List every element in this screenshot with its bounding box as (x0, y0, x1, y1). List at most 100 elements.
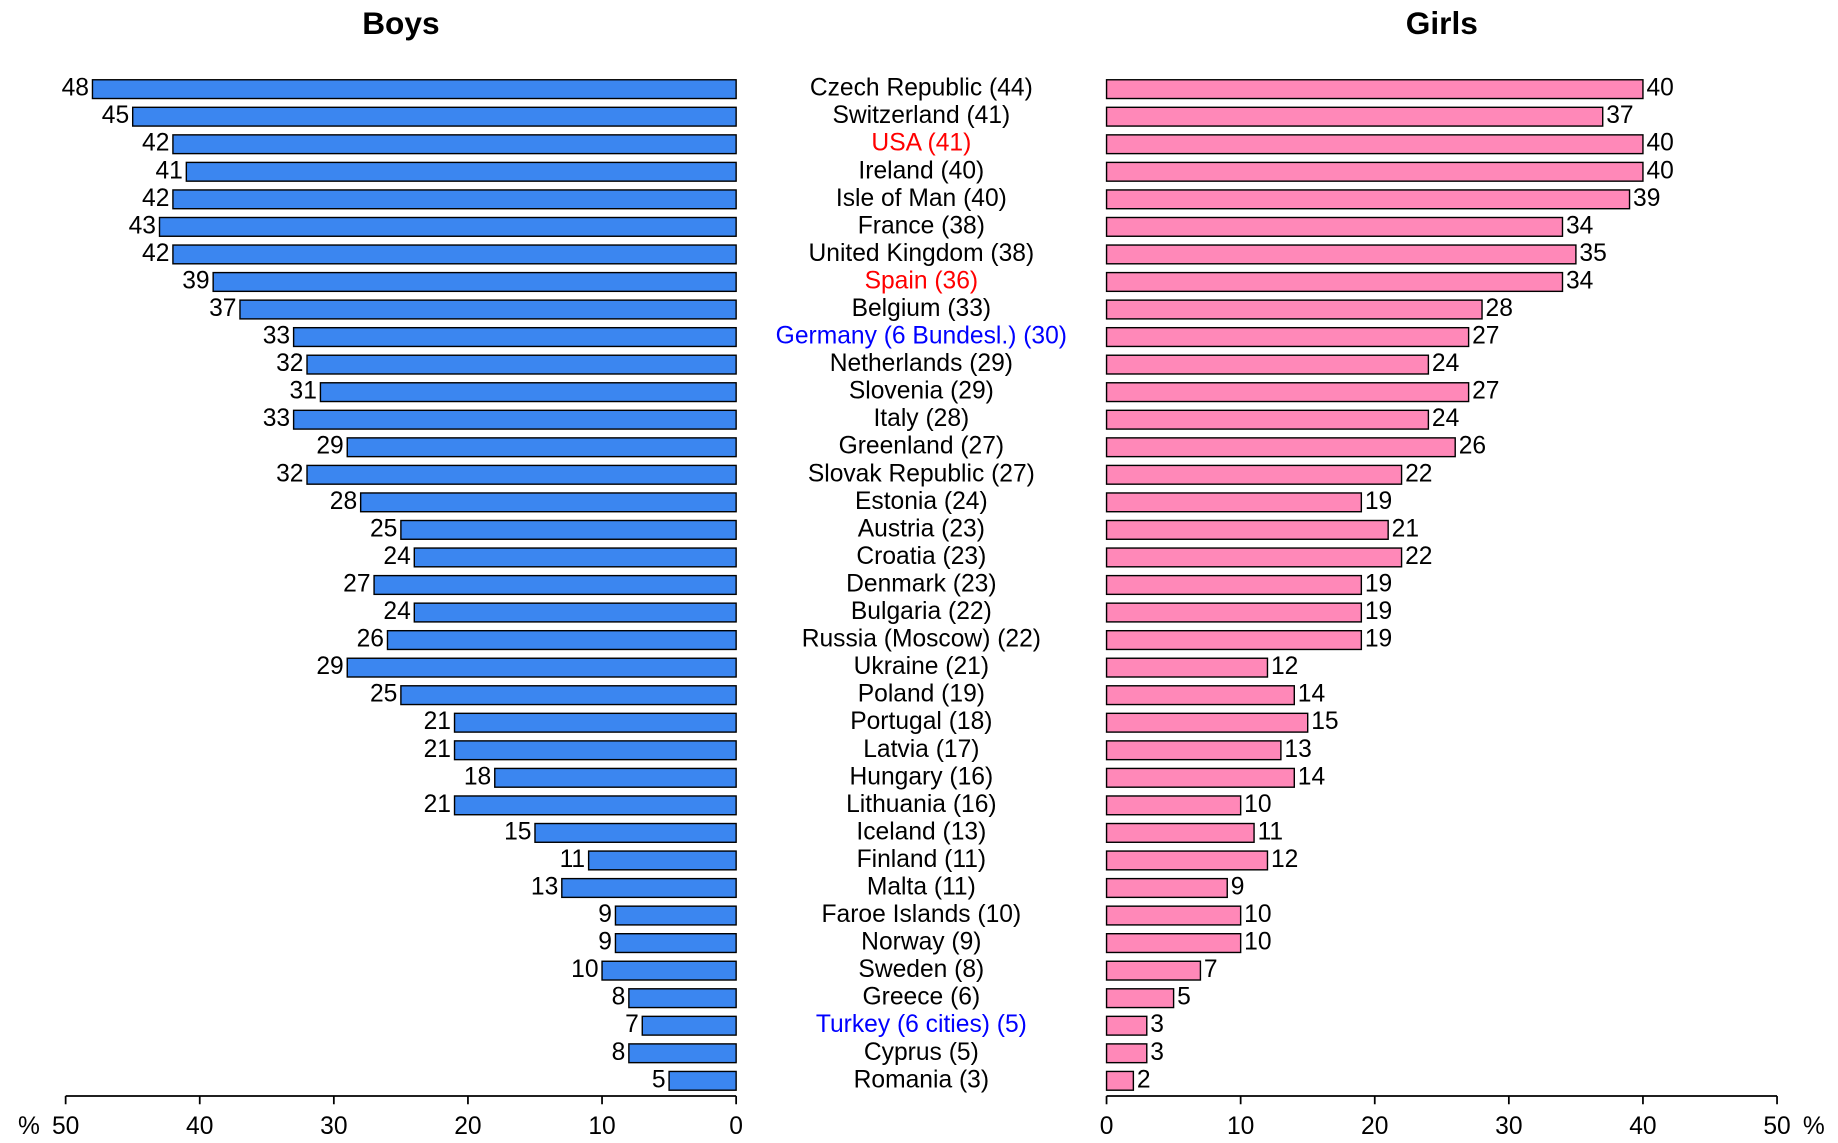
bar (614, 933, 737, 954)
category-label: Greece (6) (863, 984, 981, 1011)
bar (1105, 1070, 1135, 1091)
value-label: 43 (129, 212, 156, 239)
bar (1105, 161, 1644, 182)
value-label: 42 (142, 185, 169, 212)
value-label: 22 (1405, 460, 1432, 487)
x-tick-label: 10 (1227, 1113, 1254, 1140)
value-label: 37 (209, 295, 236, 322)
value-label: 10 (1244, 929, 1271, 956)
x-tick-label: 40 (1629, 1113, 1656, 1140)
value-label: 32 (276, 350, 303, 377)
category-label: Slovak Republic (27) (808, 460, 1035, 487)
bar (1105, 464, 1403, 485)
bar (1105, 1015, 1148, 1036)
value-label: 19 (1365, 570, 1392, 597)
value-label: 26 (357, 626, 384, 653)
value-label: 48 (62, 75, 89, 102)
value-label: 15 (1311, 708, 1338, 735)
x-tick-label: 20 (454, 1113, 481, 1140)
bar (1105, 574, 1363, 596)
value-label: 9 (598, 901, 612, 928)
bar (400, 519, 737, 540)
value-label: 25 (370, 515, 397, 542)
value-label: 27 (343, 570, 370, 597)
bar (494, 767, 737, 788)
category-label: Sweden (8) (858, 956, 984, 983)
x-tick-label: 0 (1100, 1113, 1114, 1140)
bar (1105, 519, 1389, 540)
bar (239, 299, 737, 320)
value-label: 10 (1244, 791, 1271, 818)
bar (453, 795, 737, 816)
bar (453, 712, 737, 733)
category-label: Turkey (6 cities) (5) (816, 1011, 1027, 1038)
bar (1105, 960, 1202, 981)
bar (172, 134, 737, 155)
value-label: 21 (424, 708, 451, 735)
value-label: 14 (1298, 681, 1325, 708)
value-label: 41 (155, 157, 182, 184)
value-label: 24 (383, 598, 410, 625)
bar (91, 79, 737, 100)
bar (386, 629, 737, 651)
value-label: 24 (383, 543, 410, 570)
bar (1105, 382, 1470, 403)
bar (453, 740, 737, 761)
category-label: Denmark (23) (846, 570, 996, 597)
bar (1105, 933, 1242, 954)
value-label: 27 (1472, 378, 1499, 405)
bar (1105, 271, 1564, 293)
value-label: 33 (263, 405, 290, 432)
bar (346, 657, 737, 678)
bar (1105, 1043, 1148, 1064)
category-label: Iceland (13) (856, 818, 986, 845)
value-label: 10 (571, 956, 598, 983)
bar (1105, 244, 1577, 265)
category-label: Germany (6 Bundesl.) (30) (776, 323, 1067, 350)
value-label: 40 (1646, 157, 1673, 184)
category-label: Portugal (18) (850, 708, 992, 735)
value-label: 22 (1405, 543, 1432, 570)
bar (1105, 795, 1242, 816)
category-label: Croatia (23) (856, 543, 986, 570)
category-label: France (38) (858, 212, 985, 239)
category-label: Malta (11) (867, 873, 976, 900)
bar (319, 382, 737, 403)
value-label: 29 (316, 433, 343, 460)
bar (1105, 354, 1430, 375)
value-label: 7 (1204, 956, 1218, 983)
bar (1105, 409, 1430, 430)
value-label: 31 (290, 378, 317, 405)
value-label: 19 (1365, 598, 1392, 625)
bar (1105, 547, 1403, 568)
value-label: 8 (612, 1039, 626, 1066)
category-label: Hungary (16) (850, 763, 994, 790)
x-tick-label: 10 (588, 1113, 615, 1140)
panel-title: Boys (362, 5, 439, 41)
value-label: 9 (598, 929, 612, 956)
bar (641, 1015, 737, 1036)
x-tick-label: 40 (186, 1113, 213, 1140)
value-label: 8 (612, 984, 626, 1011)
value-label: 11 (560, 846, 586, 873)
category-label: Poland (19) (858, 681, 985, 708)
category-label: Romania (3) (854, 1066, 989, 1093)
value-label: 26 (1459, 433, 1486, 460)
value-label: 2 (1137, 1066, 1151, 1093)
bar (587, 850, 737, 871)
bar (628, 988, 737, 1009)
category-label: Italy (28) (873, 405, 969, 432)
bar (1105, 134, 1644, 155)
bar (1105, 712, 1309, 733)
value-label: 29 (316, 653, 343, 680)
category-label: Latvia (17) (863, 736, 979, 763)
bar (1105, 602, 1363, 623)
x-tick-label: 20 (1361, 1113, 1388, 1140)
value-label: 39 (182, 267, 209, 294)
value-label: 40 (1646, 130, 1673, 157)
category-label: Russia (Moscow) (22) (802, 626, 1041, 653)
value-label: 19 (1365, 626, 1392, 653)
bar (1105, 437, 1456, 458)
value-label: 5 (1177, 984, 1191, 1011)
value-label: 34 (1566, 267, 1593, 294)
